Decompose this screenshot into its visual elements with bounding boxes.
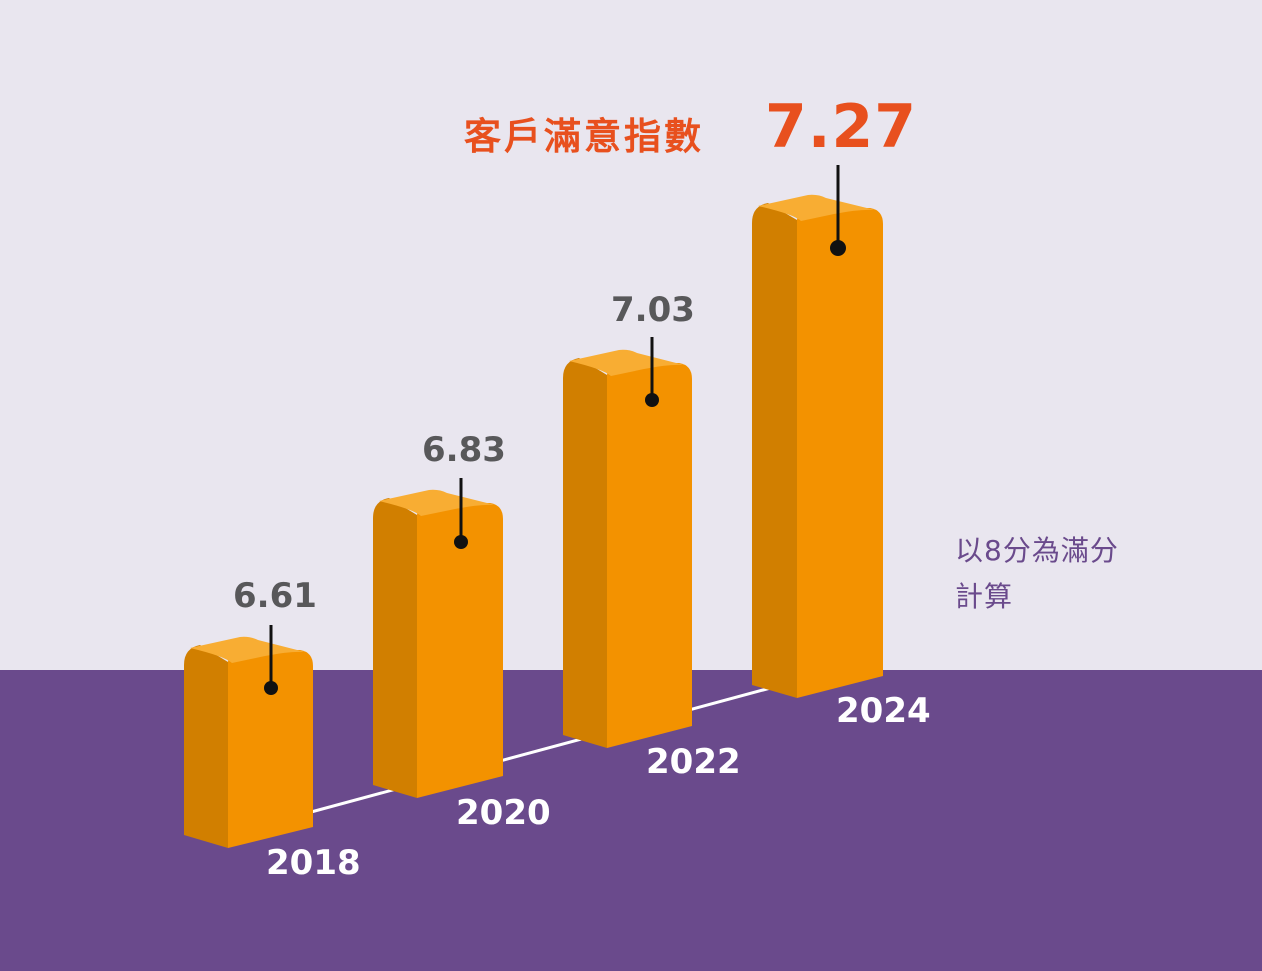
marker-dot xyxy=(830,240,846,256)
chart-title: 客戶滿意指數 xyxy=(464,115,704,158)
year-label-2018: 2018 xyxy=(266,843,361,883)
highlight-value-2024: 7.27 xyxy=(765,92,918,162)
scale-note-line-2: 計算 xyxy=(955,580,1014,613)
bar-2018 xyxy=(184,625,313,848)
scale-note-line-1: 以8分為滿分 xyxy=(955,534,1119,567)
bar-2020 xyxy=(373,478,503,798)
marker-dot xyxy=(454,535,468,549)
value-label-2022: 7.03 xyxy=(611,290,695,330)
value-label-2018: 6.61 xyxy=(233,576,317,616)
marker-dot xyxy=(645,393,659,407)
bar-2022 xyxy=(563,337,692,748)
baseline-line xyxy=(299,678,801,817)
year-label-2024: 2024 xyxy=(836,691,931,731)
bar-2024 xyxy=(752,165,883,698)
year-label-2022: 2022 xyxy=(646,742,741,782)
year-label-2020: 2020 xyxy=(456,793,551,833)
scale-note: 以8分為滿分 計算 xyxy=(955,528,1119,620)
marker-dot xyxy=(264,681,278,695)
value-label-2020: 6.83 xyxy=(422,430,506,470)
